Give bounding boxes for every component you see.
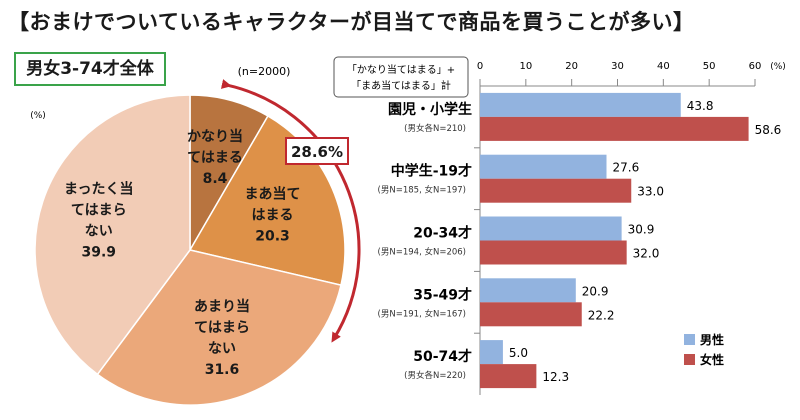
bar: [480, 116, 749, 141]
pie-slice-value: 31.6: [205, 362, 240, 378]
x-tick-label: 0: [477, 61, 483, 72]
bar-chart: 「かなり当てはまる」+ 「まあ当てはまる」計 0 10 20 30 40 50 60 (%) 園児・…: [333, 56, 786, 395]
x-tick-label: 40: [657, 61, 670, 72]
category-label: 50-74才: [413, 348, 472, 365]
pie-slice: [34, 94, 191, 376]
category-note: (男女各N=220): [404, 370, 466, 381]
legend-title-line: 「まあ当てはまる」計: [351, 79, 451, 92]
bar-value-label: 12.3: [542, 370, 569, 384]
bar-value-label: 32.0: [633, 247, 660, 261]
bar: [480, 216, 622, 241]
category-label: 35-49才: [413, 286, 472, 303]
pie-slice-value: 39.9: [81, 244, 116, 260]
x-tick-label: 60: [749, 61, 762, 72]
bar-value-label: 27.6: [613, 161, 640, 175]
bar: [480, 178, 632, 203]
bar: [480, 278, 576, 303]
chart-title: 【おまけでついているキャラクターが目当てで商品を買うことが多い】: [8, 10, 695, 34]
cumulative-badge: 28.6%: [291, 143, 343, 161]
bar: [480, 240, 627, 265]
category-note: (男女各N=210): [404, 123, 466, 134]
category-note: (男N=194, 女N=206): [378, 247, 466, 258]
category-label: 中学生-19才: [391, 163, 472, 180]
group-label: 男女3-74才全体: [14, 52, 166, 86]
bar-value-label: 58.6: [755, 123, 782, 137]
bar: [480, 92, 681, 117]
bar: [480, 340, 503, 365]
x-tick-label: 50: [703, 61, 716, 72]
category-note: (男N=185, 女N=197): [378, 185, 466, 196]
legend-entry: 女性: [700, 352, 724, 367]
cumulative-badge-box: [285, 137, 349, 165]
bar: [480, 154, 607, 179]
x-unit-label: (%): [770, 62, 786, 72]
legend-entry: 男性: [700, 332, 724, 347]
category-label: 園児・小学生: [388, 101, 472, 118]
legend-swatch: [684, 334, 695, 345]
x-tick-label: 20: [565, 61, 578, 72]
bar-value-label: 20.9: [582, 284, 609, 298]
legend-title-line: 「かなり当てはまる」+: [347, 63, 455, 76]
category-note: (男N=191, 女N=167): [378, 308, 466, 319]
pie-slice-label: まったく当てはまらない 39.9: [64, 180, 133, 260]
x-tick-label: 30: [611, 61, 624, 72]
legend-title-box: [333, 56, 469, 98]
bar-value-label: 30.9: [628, 223, 655, 237]
cumulative-arc-arrow: [220, 79, 361, 343]
bar-value-label: 33.0: [637, 185, 664, 199]
pie-slice-value: 20.3: [255, 228, 290, 244]
legend-swatch: [684, 354, 695, 365]
pie-slice-value: 8.4: [203, 171, 228, 187]
bar-value-label: 5.0: [509, 346, 528, 360]
bar-value-label: 43.8: [687, 99, 714, 113]
bar-value-label: 22.2: [588, 308, 615, 322]
x-tick-label: 10: [519, 61, 532, 72]
pie-unit-label: (%): [30, 111, 46, 121]
bar: [480, 302, 582, 327]
category-label: 20-34才: [413, 225, 472, 242]
pie-n-label: (n=2000): [238, 65, 291, 78]
bar: [480, 364, 537, 389]
